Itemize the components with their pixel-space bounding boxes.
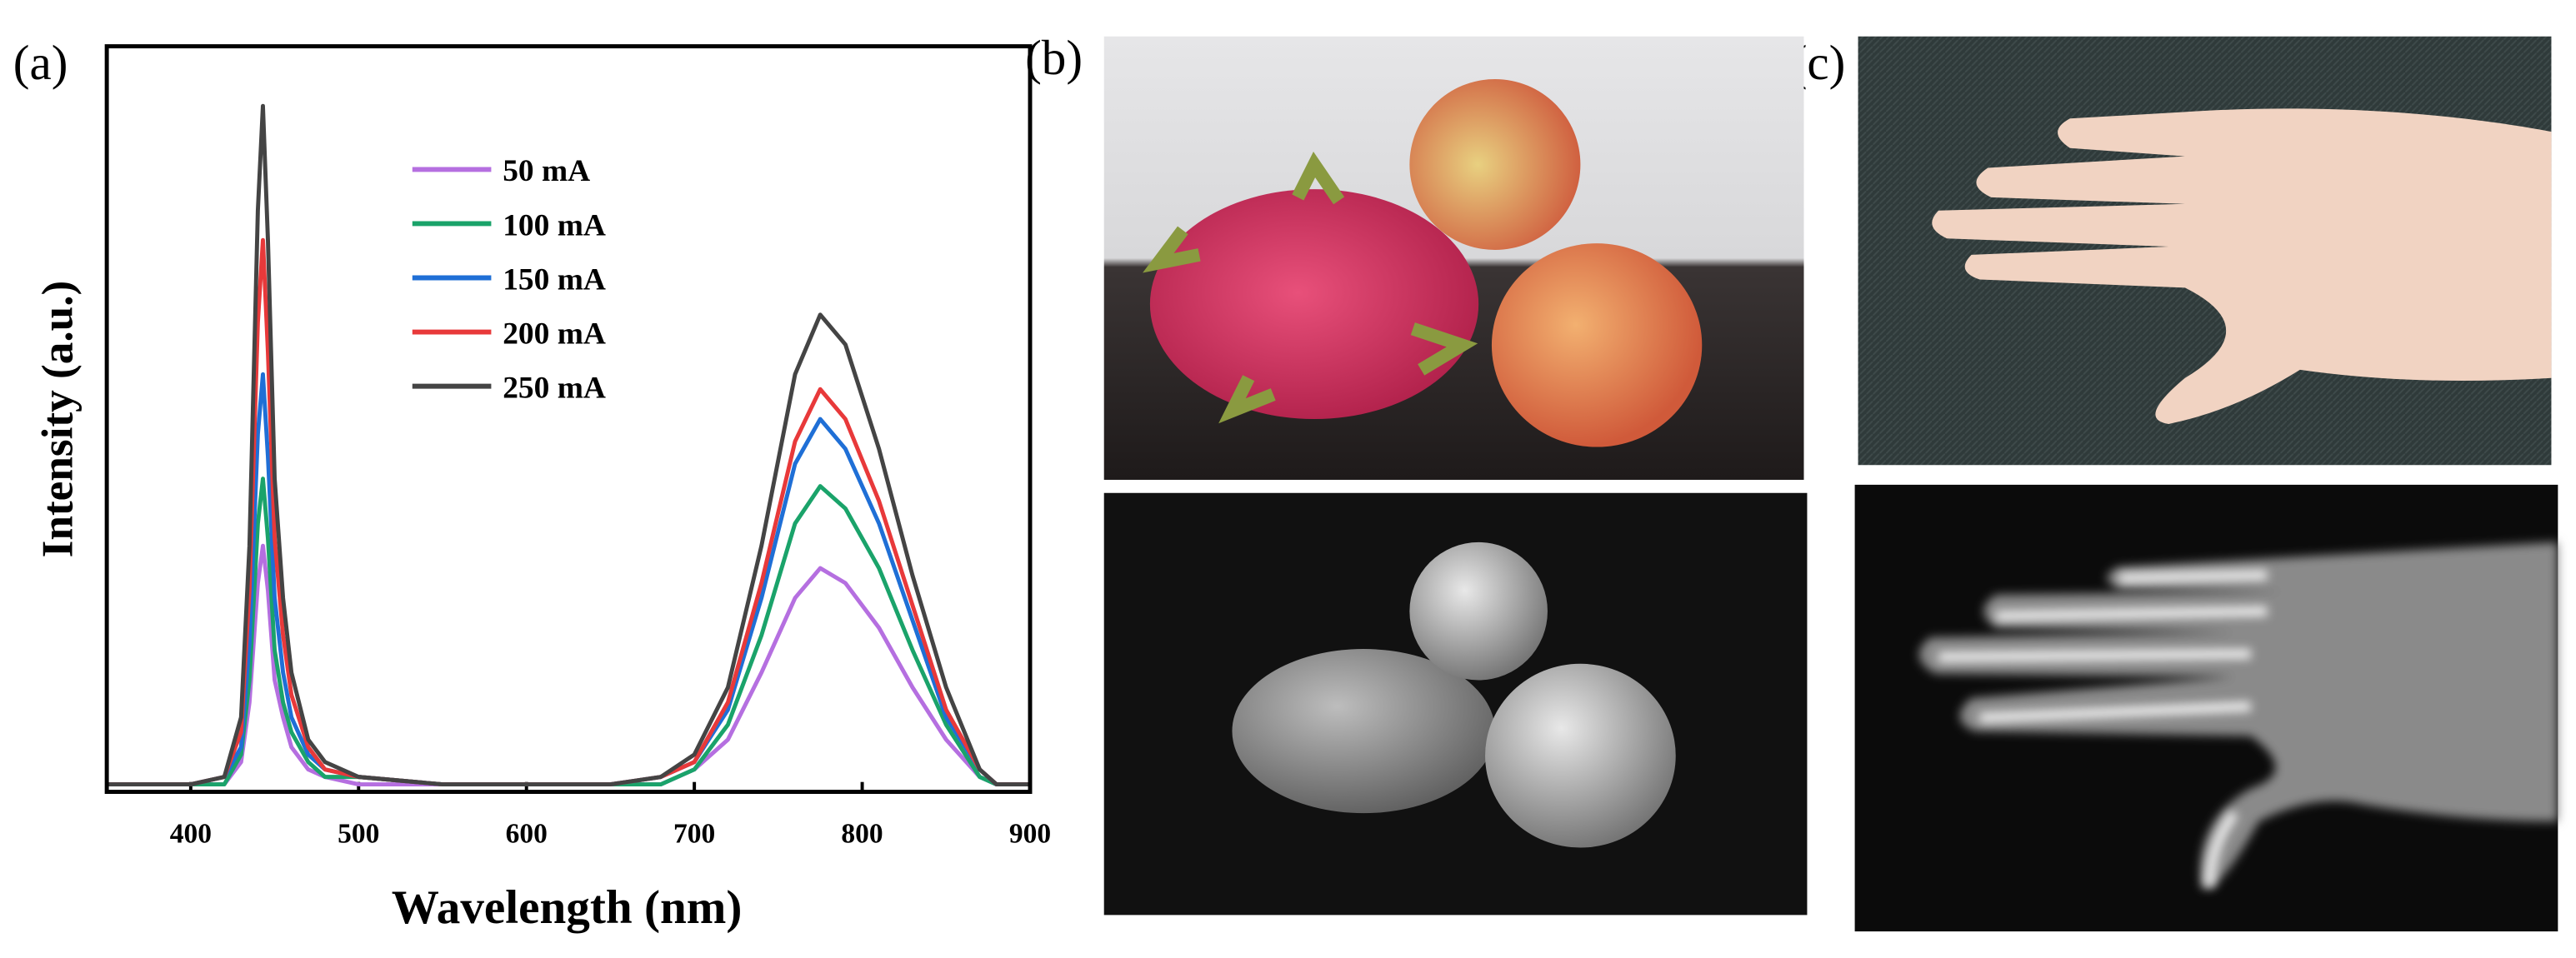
spectrum-line [107, 103, 1031, 787]
plot-frame [104, 44, 1033, 794]
x-tick-label: 700 [673, 819, 715, 850]
x-tick-label: 800 [841, 819, 883, 850]
legend-label: 150 mA [503, 262, 606, 297]
x-tick-label: 500 [338, 819, 379, 850]
x-tick-label: 600 [506, 819, 548, 850]
x-tick-label: 400 [170, 819, 212, 850]
panel-label: (a) [13, 35, 68, 90]
legend-label: 100 mA [503, 208, 606, 242]
legend-label: 200 mA [503, 317, 606, 351]
photo-hand-visible [1858, 36, 2552, 466]
x-tick-label: 900 [1009, 819, 1051, 850]
panel-label: (b) [1025, 30, 1083, 85]
legend-label: 50 mA [503, 154, 590, 188]
spectrum-chart: Wavelength (nm) Intensity (a.u.) 400 500 6… [33, 44, 1051, 934]
x-axis-label: Wavelength (nm) [392, 881, 743, 934]
photo-hand-nir [1854, 484, 2558, 932]
photo-fruits-nir [1103, 492, 1808, 916]
photo-fruits-visible [1103, 36, 1804, 480]
legend-label: 250 mA [503, 371, 606, 405]
y-axis-label: Intensity (a.u.) [33, 281, 83, 558]
